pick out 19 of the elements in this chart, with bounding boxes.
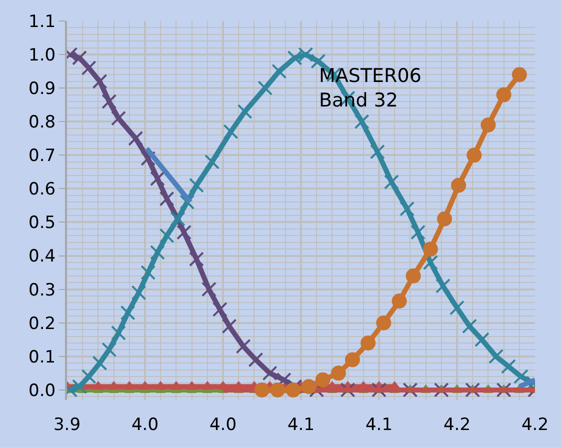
- x-tick-label: 4.1: [287, 415, 315, 435]
- x-tick-label: 4.1: [365, 415, 393, 435]
- x-tick-label: 4.0: [209, 415, 237, 435]
- y-tick-label: 0.7: [28, 146, 56, 166]
- y-tick-label: 0.2: [28, 314, 56, 334]
- x-tick-label: 4.2: [521, 415, 549, 435]
- y-tick-label: 0.0: [28, 380, 56, 401]
- y-tick-label: 0.3: [28, 280, 56, 300]
- y-tick-label: 1.1: [28, 12, 56, 32]
- y-tick-label: 0.5: [28, 213, 56, 234]
- y-tick-label: 0.8: [28, 112, 56, 133]
- y-tick-label: 1.0: [28, 45, 56, 66]
- y-tick-label: 0.1: [28, 347, 56, 368]
- y-tick-label: 0.9: [28, 79, 56, 100]
- x-tick-label: 3.9: [53, 415, 81, 435]
- y-tick-label: 0.6: [28, 180, 56, 200]
- x-tick-label: 4.2: [443, 415, 471, 435]
- y-tick-label: 0.4: [28, 246, 56, 267]
- x-tick-label: 4.0: [131, 415, 159, 435]
